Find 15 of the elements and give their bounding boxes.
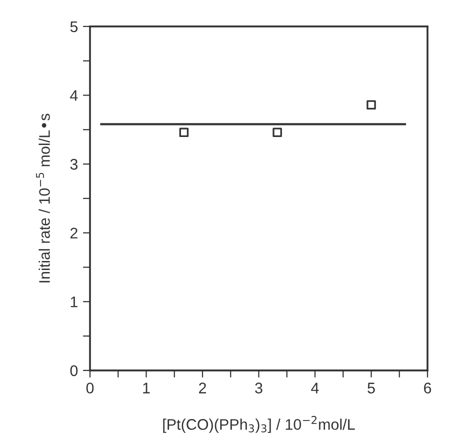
x-tick-label: 6	[424, 382, 432, 394]
x-tick-label: 3	[255, 382, 262, 394]
x-tick-label: 4	[311, 382, 319, 394]
x-tick-label: 1	[143, 382, 150, 394]
y-tick-label: 2	[70, 228, 78, 238]
y-tick-label: 1	[70, 296, 78, 308]
y-tick-label: 3	[70, 158, 78, 170]
x-tick-label: 5	[368, 382, 375, 394]
y-tick-label: 5	[70, 21, 78, 32]
x-tick-label: 0	[86, 382, 94, 394]
x-axis-title: [Pt(CO)(PPh$_{3}$)$_{3}$] / 10$^{−2}$mol/L	[163, 416, 355, 433]
x-tick-label: 2	[199, 382, 206, 394]
y-tick-label: 0	[70, 365, 78, 376]
y-tick-label: 4	[70, 90, 78, 101]
y-axis-title: Initial rate / 10$^{−5}$ mol/L•s	[36, 114, 50, 282]
